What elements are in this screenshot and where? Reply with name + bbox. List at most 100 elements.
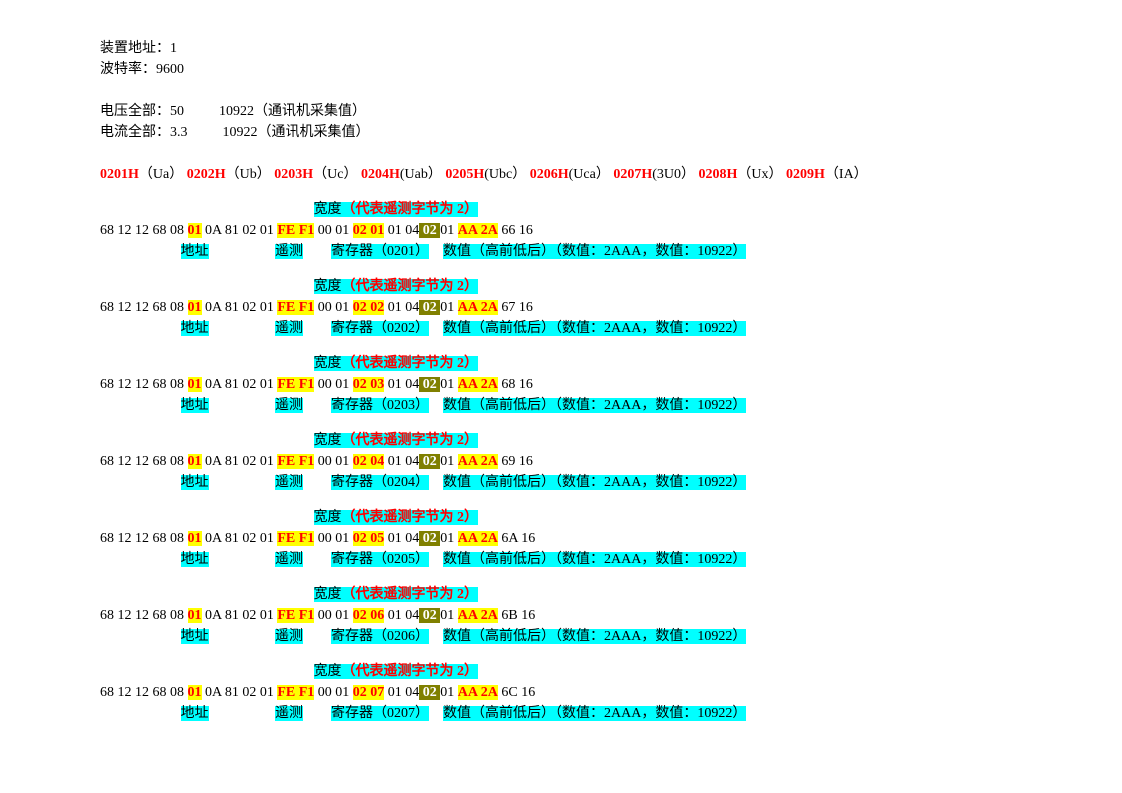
width-byte: 02	[419, 608, 440, 623]
byte-line: 68 12 12 68 08 01 0A 81 02 01 FE F1 00 0…	[100, 605, 1022, 626]
width-label: 宽度	[314, 356, 342, 371]
addr-byte: 01	[188, 608, 202, 623]
register-bytes: 02 07	[353, 685, 385, 700]
addr-byte: 01	[188, 685, 202, 700]
value-label: 数值（高前低后）（数值：2AAA，数值：10922）	[443, 706, 746, 721]
telemetry-block: 宽度（代表遥测字节为 2）68 12 12 68 08 01 0A 81 02 …	[100, 584, 1022, 647]
telemetry-block: 宽度（代表遥测字节为 2）68 12 12 68 08 01 0A 81 02 …	[100, 199, 1022, 262]
value-label: 数值（高前低后）（数值：2AAA，数值：10922）	[443, 629, 746, 644]
baud-rate: 波特率：9600	[100, 59, 1022, 80]
tele-label: 遥测	[275, 398, 303, 413]
label-row: 地址 遥测 寄存器（0202） 数值（高前低后）（数值：2AAA，数值：1092…	[100, 318, 1022, 339]
value-label: 数值（高前低后）（数值：2AAA，数值：10922）	[443, 552, 746, 567]
register-label: 寄存器（0202）	[331, 321, 429, 336]
tele-label: 遥测	[275, 552, 303, 567]
register-bytes: 02 06	[353, 608, 385, 623]
width-desc: （代表遥测字节为 2）	[342, 356, 479, 371]
width-label: 宽度	[314, 510, 342, 525]
byte-line: 68 12 12 68 08 01 0A 81 02 01 FE F1 00 0…	[100, 682, 1022, 703]
width-byte: 02	[419, 454, 440, 469]
label-row: 地址 遥测 寄存器（0203） 数值（高前低后）（数值：2AAA，数值：1092…	[100, 395, 1022, 416]
telemetry-block: 宽度（代表遥测字节为 2） 68 12 12 68 08 01 0A 81 02 …	[100, 661, 1022, 724]
register-label: 寄存器（0205）	[331, 552, 429, 567]
width-byte: 02	[419, 300, 440, 315]
device-address: 装置地址：1	[100, 38, 1022, 59]
addr-label: 地址	[181, 475, 209, 490]
tele-bytes: FE F1	[277, 608, 314, 623]
value-label: 数值（高前低后）（数值：2AAA，数值：10922）	[443, 321, 746, 336]
width-label-line: 宽度（代表遥测字节为 2）	[100, 507, 1022, 528]
tele-label: 遥测	[275, 321, 303, 336]
width-label: 宽度	[314, 279, 342, 294]
label-row: 地址 遥测 寄存器（0206） 数值（高前低后）（数值：2AAA，数值：1092…	[100, 626, 1022, 647]
register-bytes: 02 03	[353, 377, 385, 392]
width-label: 宽度	[314, 587, 342, 602]
register-header-row: 0201H（Ua） 0202H（Ub） 0203H（Uc） 0204H(Uab）…	[100, 164, 1022, 185]
width-desc: （代表遥测字节为 2）	[342, 433, 479, 448]
addr-byte: 01	[188, 300, 202, 315]
width-byte: 02	[419, 377, 440, 392]
addr-label: 地址	[181, 244, 209, 259]
tele-label: 遥测	[275, 706, 303, 721]
width-label: 宽度	[314, 202, 342, 217]
width-label-line: 宽度（代表遥测字节为 2）	[100, 199, 1022, 220]
width-label-line: 宽度（代表遥测字节为 2）	[100, 584, 1022, 605]
tele-bytes: FE F1	[277, 377, 314, 392]
addr-label: 地址	[181, 398, 209, 413]
tele-label: 遥测	[275, 244, 303, 259]
label-row: 地址 遥测 寄存器（0201） 数值（高前低后）（数值：2AAA，数值：1092…	[100, 241, 1022, 262]
width-desc: （代表遥测字节为 2）	[342, 202, 479, 217]
value-bytes: AA 2A	[458, 608, 498, 623]
value-bytes: AA 2A	[458, 685, 498, 700]
value-label: 数值（高前低后）（数值：2AAA，数值：10922）	[443, 244, 746, 259]
addr-byte: 01	[188, 531, 202, 546]
telemetry-block: 宽度（代表遥测字节为 2）68 12 12 68 08 01 0A 81 02 …	[100, 353, 1022, 416]
value-bytes: AA 2A	[458, 377, 498, 392]
label-row: 地址 遥测 寄存器（0207） 数值（高前低后）（数值：2AAA，数值：1092…	[100, 703, 1022, 724]
tele-bytes: FE F1	[277, 223, 314, 238]
tele-bytes: FE F1	[277, 300, 314, 315]
width-byte: 02	[419, 685, 440, 700]
width-label-line: 宽度（代表遥测字节为 2）	[100, 353, 1022, 374]
value-label: 数值（高前低后）（数值：2AAA，数值：10922）	[443, 475, 746, 490]
register-bytes: 02 04	[353, 454, 385, 469]
register-label: 寄存器（0207）	[331, 706, 429, 721]
width-label: 宽度	[314, 433, 342, 448]
width-desc: （代表遥测字节为 2）	[342, 664, 479, 679]
byte-line: 68 12 12 68 08 01 0A 81 02 01 FE F1 00 0…	[100, 528, 1022, 549]
telemetry-block: 宽度（代表遥测字节为 2）68 12 12 68 08 01 0A 81 02 …	[100, 430, 1022, 493]
byte-line: 68 12 12 68 08 01 0A 81 02 01 FE F1 00 0…	[100, 297, 1022, 318]
tele-label: 遥测	[275, 629, 303, 644]
width-desc: （代表遥测字节为 2）	[342, 510, 479, 525]
telemetry-block: 宽度（代表遥测字节为 2）68 12 12 68 08 01 0A 81 02 …	[100, 276, 1022, 339]
value-bytes: AA 2A	[458, 300, 498, 315]
label-row: 地址 遥测 寄存器（0205） 数值（高前低后）（数值：2AAA，数值：1092…	[100, 549, 1022, 570]
register-bytes: 02 05	[353, 531, 385, 546]
value-bytes: AA 2A	[458, 531, 498, 546]
width-desc: （代表遥测字节为 2）	[342, 587, 479, 602]
addr-label: 地址	[181, 321, 209, 336]
register-label: 寄存器（0203）	[331, 398, 429, 413]
width-label-line: 宽度（代表遥测字节为 2）	[100, 430, 1022, 451]
width-label-line: 宽度（代表遥测字节为 2）	[100, 276, 1022, 297]
tele-label: 遥测	[275, 475, 303, 490]
tele-bytes: FE F1	[277, 685, 314, 700]
register-bytes: 02 02	[353, 300, 385, 315]
register-label: 寄存器（0201）	[331, 244, 429, 259]
width-byte: 02	[419, 223, 440, 238]
register-label: 寄存器（0204）	[331, 475, 429, 490]
addr-label: 地址	[181, 552, 209, 567]
width-label: 宽度	[314, 664, 342, 679]
addr-label: 地址	[181, 629, 209, 644]
addr-byte: 01	[188, 223, 202, 238]
value-bytes: AA 2A	[458, 223, 498, 238]
tele-bytes: FE F1	[277, 454, 314, 469]
label-row: 地址 遥测 寄存器（0204） 数值（高前低后）（数值：2AAA，数值：1092…	[100, 472, 1022, 493]
byte-line: 68 12 12 68 08 01 0A 81 02 01 FE F1 00 0…	[100, 451, 1022, 472]
addr-byte: 01	[188, 377, 202, 392]
value-bytes: AA 2A	[458, 454, 498, 469]
addr-byte: 01	[188, 454, 202, 469]
tele-bytes: FE F1	[277, 531, 314, 546]
voltage-all: 电压全部：50 10922（通讯机采集值）	[100, 101, 1022, 122]
width-byte: 02	[419, 531, 440, 546]
